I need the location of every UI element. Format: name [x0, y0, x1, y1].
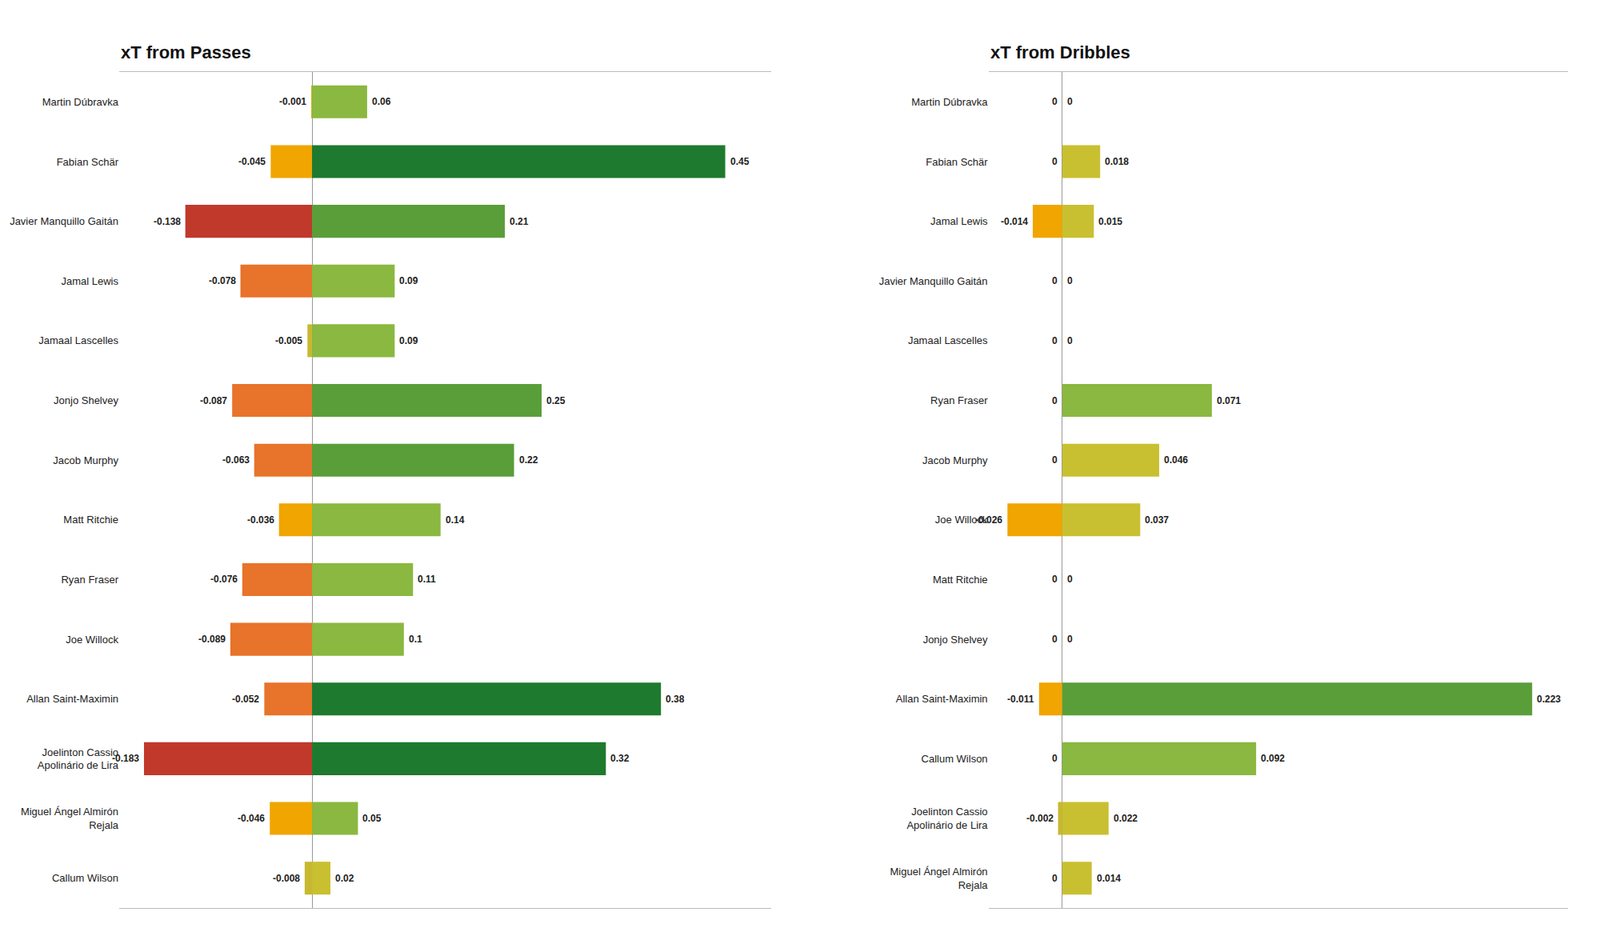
svg-text:0.05: 0.05	[362, 812, 382, 824]
svg-text:0: 0	[1052, 573, 1058, 585]
svg-text:Martin Dúbravka: Martin Dúbravka	[42, 96, 120, 108]
svg-text:Jacob Murphy: Jacob Murphy	[922, 454, 988, 467]
svg-text:Jamal Lewis: Jamal Lewis	[930, 215, 988, 228]
svg-text:0.1: 0.1	[408, 633, 423, 645]
svg-text:0.38: 0.38	[665, 693, 685, 705]
svg-text:0.32: 0.32	[610, 752, 630, 764]
svg-text:Martin Dúbravka: Martin Dúbravka	[911, 96, 988, 108]
svg-text:-0.078: -0.078	[208, 275, 236, 287]
svg-text:-0.036: -0.036	[247, 514, 275, 526]
svg-text:-0.002: -0.002	[1026, 812, 1054, 824]
svg-text:0.015: 0.015	[1098, 216, 1123, 228]
svg-text:0.092: 0.092	[1260, 752, 1285, 764]
svg-text:Callum Wilson: Callum Wilson	[921, 752, 988, 765]
svg-text:Jacob Murphy: Jacob Murphy	[52, 454, 119, 467]
svg-text:0: 0	[1052, 454, 1058, 466]
svg-text:-0.005: -0.005	[275, 335, 303, 347]
svg-text:Jamal Lewis: Jamal Lewis	[60, 275, 119, 288]
svg-text:-0.138: -0.138	[153, 216, 181, 228]
svg-text:0: 0	[1067, 275, 1073, 287]
svg-text:-0.183: -0.183	[112, 752, 140, 764]
svg-text:0: 0	[1052, 96, 1058, 108]
svg-text:Allan Saint-Maximin: Allan Saint-Maximin	[896, 692, 988, 705]
svg-text:Fabian Schär: Fabian Schär	[925, 156, 988, 168]
svg-text:0: 0	[1052, 872, 1058, 884]
svg-text:Jamaal Lascelles: Jamaal Lascelles	[38, 334, 119, 347]
svg-text:0: 0	[1067, 335, 1073, 347]
svg-text:-0.014: -0.014	[1000, 216, 1028, 228]
svg-text:Javier Manquillo Gaitán: Javier Manquillo Gaitán	[9, 215, 119, 228]
svg-text:0: 0	[1052, 752, 1058, 764]
svg-text:-0.001: -0.001	[279, 96, 307, 108]
svg-text:-0.008: -0.008	[272, 872, 300, 884]
svg-text:Jonjo Shelvey: Jonjo Shelvey	[923, 633, 988, 646]
svg-text:Matt Ritchie: Matt Ritchie	[932, 573, 988, 586]
svg-text:Miguel Ángel AlmirónRejala: Miguel Ángel AlmirónRejala	[889, 865, 988, 892]
svg-text:0.11: 0.11	[417, 573, 436, 585]
svg-text:0.022: 0.022	[1113, 812, 1138, 824]
svg-text:-0.087: -0.087	[200, 395, 228, 407]
svg-text:Jonjo Shelvey: Jonjo Shelvey	[53, 394, 119, 407]
svg-text:0.02: 0.02	[335, 872, 355, 884]
svg-text:0: 0	[1052, 156, 1058, 168]
svg-text:-0.063: -0.063	[222, 454, 250, 466]
svg-text:0.037: 0.037	[1144, 514, 1169, 526]
svg-text:0.25: 0.25	[546, 395, 566, 407]
svg-text:0.21: 0.21	[509, 216, 529, 228]
svg-text:-0.052: -0.052	[232, 693, 260, 705]
svg-text:Joelinton CassioApolinário de: Joelinton CassioApolinário de Lira	[906, 805, 988, 832]
svg-text:0.09: 0.09	[399, 275, 419, 287]
svg-text:Callum Wilson: Callum Wilson	[52, 872, 119, 884]
svg-text:0.046: 0.046	[1164, 454, 1188, 466]
svg-text:Ryan Fraser: Ryan Fraser	[930, 394, 988, 407]
svg-text:-0.026: -0.026	[975, 514, 1003, 526]
svg-text:-0.011: -0.011	[1007, 693, 1035, 705]
svg-text:xT from Passes: xT from Passes	[120, 42, 252, 63]
svg-text:0: 0	[1052, 395, 1058, 407]
svg-text:0.014: 0.014	[1096, 872, 1121, 884]
svg-text:0.018: 0.018	[1104, 156, 1129, 168]
svg-text:0: 0	[1052, 275, 1058, 287]
svg-text:0: 0	[1067, 633, 1073, 645]
svg-text:0.09: 0.09	[399, 335, 419, 347]
svg-text:0: 0	[1052, 633, 1058, 645]
svg-text:0.223: 0.223	[1536, 693, 1561, 705]
svg-text:xT from Dribbles: xT from Dribbles	[990, 42, 1131, 63]
svg-text:0.071: 0.071	[1216, 395, 1241, 407]
svg-text:Miguel Ángel AlmirónRejala: Miguel Ángel AlmirónRejala	[20, 805, 120, 832]
svg-text:-0.089: -0.089	[198, 633, 226, 645]
svg-text:0.22: 0.22	[519, 454, 539, 466]
svg-text:0.14: 0.14	[445, 514, 465, 526]
svg-text:Fabian Schär: Fabian Schär	[56, 156, 120, 168]
svg-text:Jamaal Lascelles: Jamaal Lascelles	[908, 334, 988, 347]
svg-text:Ryan Fraser: Ryan Fraser	[60, 573, 119, 586]
svg-text:Joe Willock: Joe Willock	[935, 513, 988, 526]
svg-text:Allan Saint-Maximin: Allan Saint-Maximin	[26, 692, 119, 705]
svg-text:-0.045: -0.045	[238, 156, 266, 168]
svg-text:Javier Manquillo Gaitán: Javier Manquillo Gaitán	[879, 275, 988, 288]
svg-text:0: 0	[1067, 573, 1073, 585]
svg-text:Matt Ritchie: Matt Ritchie	[63, 513, 119, 526]
svg-text:0: 0	[1052, 335, 1058, 347]
svg-text:0.45: 0.45	[730, 156, 750, 168]
svg-text:0: 0	[1067, 96, 1073, 108]
svg-text:-0.076: -0.076	[210, 573, 238, 585]
svg-text:Joelinton CassioApolinário de: Joelinton CassioApolinário de Lira	[37, 745, 120, 772]
svg-text:0.06: 0.06	[372, 96, 392, 108]
svg-text:Joe Willock: Joe Willock	[65, 633, 119, 646]
svg-text:-0.046: -0.046	[237, 812, 265, 824]
